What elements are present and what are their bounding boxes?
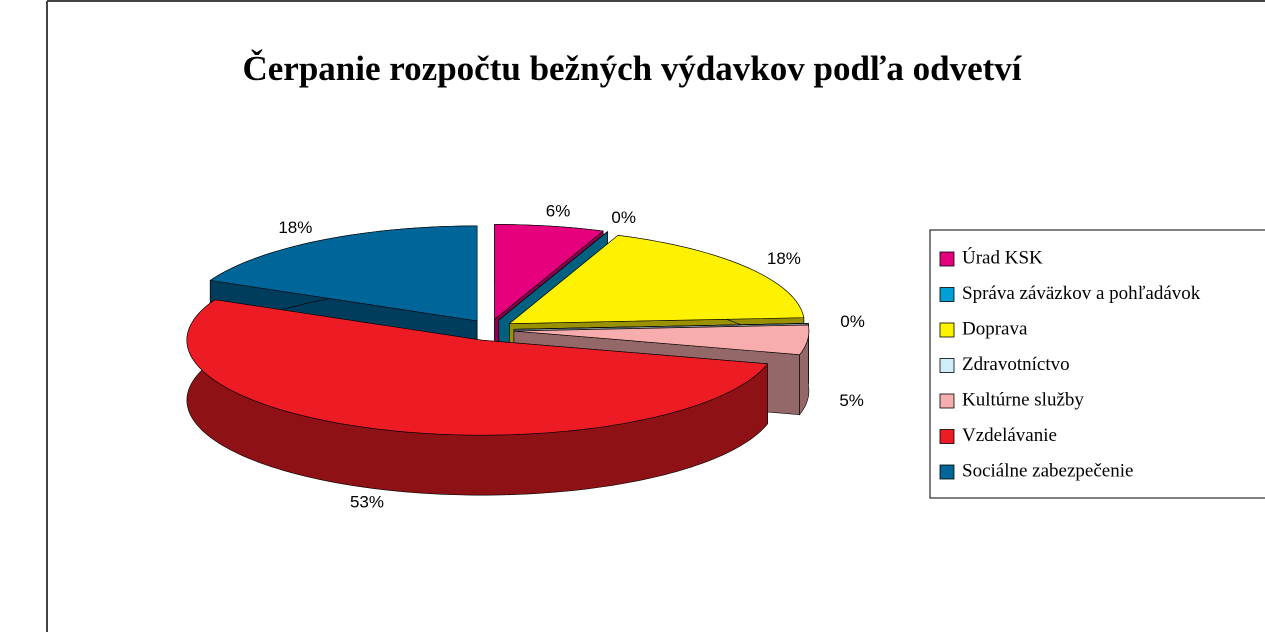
data-label: 18% — [767, 249, 801, 268]
data-label: 53% — [350, 492, 384, 511]
data-label: 18% — [278, 218, 312, 237]
data-label: 6% — [546, 202, 571, 221]
legend-label: Doprava — [962, 318, 1028, 339]
data-label: 0% — [611, 208, 636, 227]
legend-swatch — [939, 464, 955, 480]
legend-label: Správa záväzkov a pohľadávok — [962, 283, 1201, 304]
slice — [186, 299, 769, 436]
data-label: 5% — [839, 391, 864, 410]
legend-label: Vzdelávanie — [962, 425, 1057, 446]
chart-title: Čerpanie rozpočtu bežných výdavkov podľa… — [243, 48, 1023, 88]
slice — [209, 225, 478, 322]
slice — [498, 231, 608, 321]
data-label: 0% — [840, 312, 865, 331]
legend — [929, 229, 1265, 499]
legend-swatch — [939, 251, 955, 267]
slice — [513, 324, 810, 355]
legend-label: Kultúrne služby — [962, 389, 1084, 410]
legend-swatch — [939, 358, 955, 373]
slice — [508, 235, 805, 324]
legend-label: Úrad KSK — [962, 246, 1043, 268]
legend-label: Zdravotníctvo — [962, 354, 1070, 375]
legend-swatch — [939, 322, 955, 338]
slice — [494, 224, 604, 321]
legend-swatch — [939, 287, 955, 302]
legend-label: Sociálne zabezpečenie — [962, 460, 1133, 481]
legend-swatch — [939, 429, 955, 444]
legend-swatch — [939, 393, 955, 409]
